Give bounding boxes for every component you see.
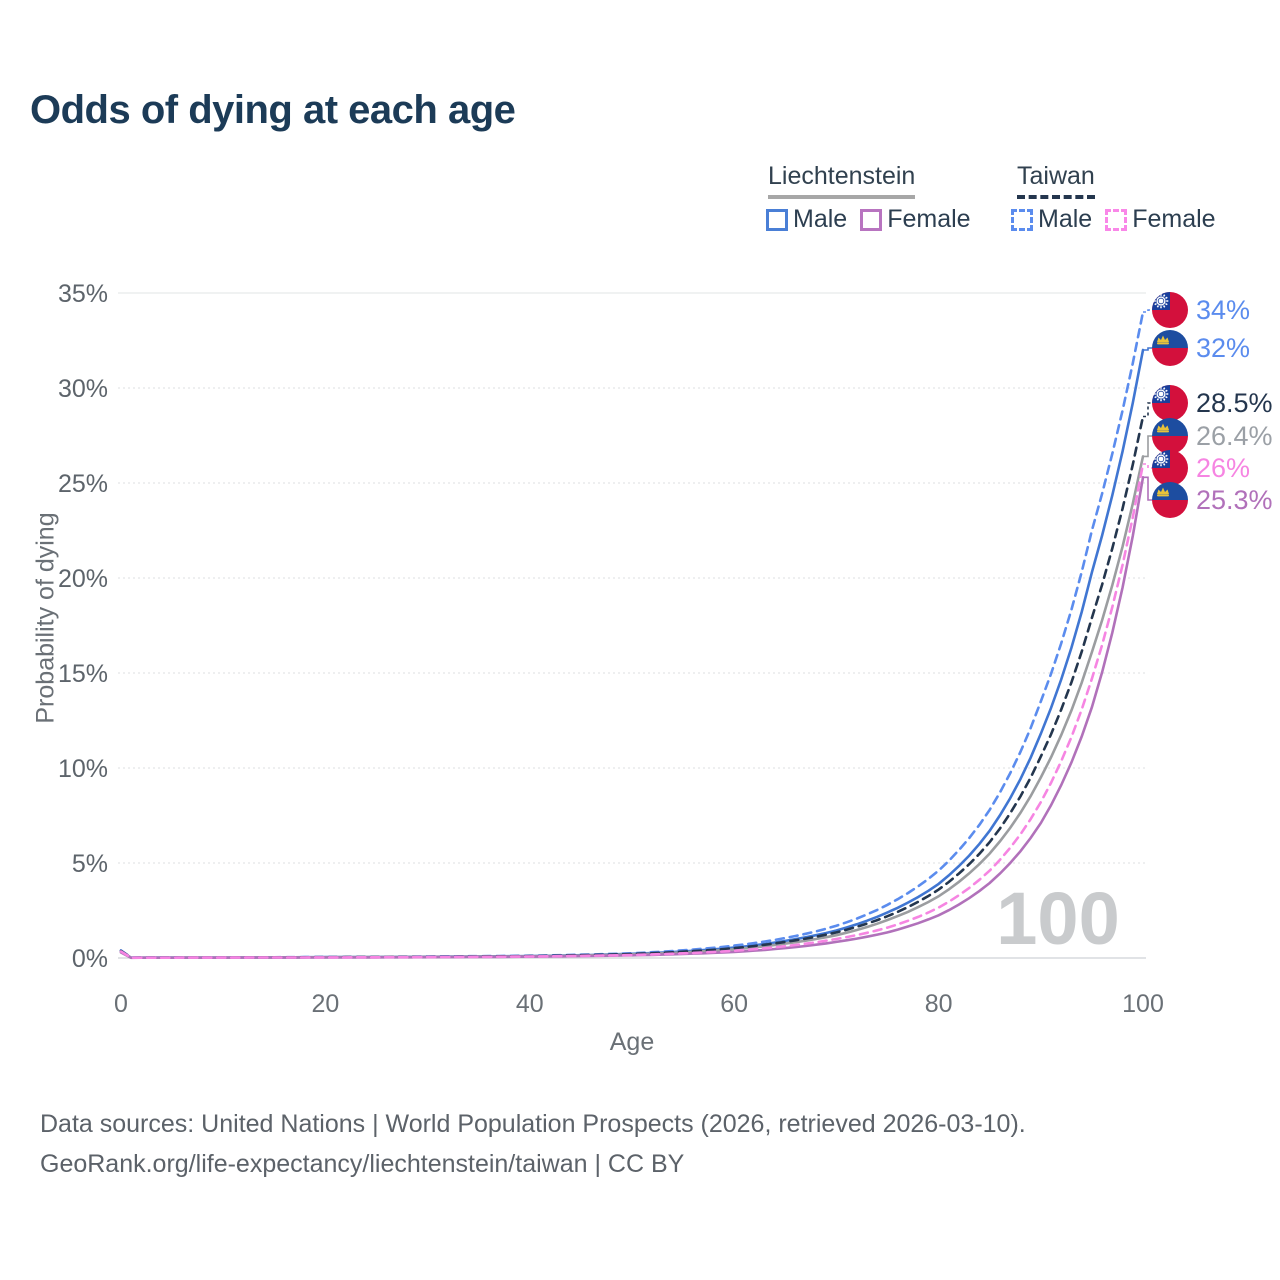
label-leader (1143, 347, 1152, 351)
y-tick-label: 20% (58, 565, 108, 593)
legend-swatch-solid-purple-icon (860, 208, 883, 231)
y-tick-label: 15% (58, 660, 108, 688)
taiwan-flag-icon (1152, 292, 1188, 328)
x-tick-label: 0 (114, 990, 128, 1018)
y-tick-label: 35% (58, 280, 108, 308)
legend-row-taiwan: Male Female (1011, 205, 1216, 234)
x-tick-label: 100 (1122, 990, 1164, 1018)
x-tick-label: 40 (516, 990, 544, 1018)
taiwan-flag-icon (1152, 450, 1188, 486)
legend-swatch-dashed-pink-icon (1105, 208, 1128, 231)
x-axis-title: Age (609, 1028, 655, 1056)
legend-item-liechtenstein-female[interactable]: Female (860, 205, 971, 234)
legend-label: Female (887, 205, 971, 233)
legend-label: Female (1132, 205, 1216, 233)
x-tick-label: 20 (311, 990, 339, 1018)
value-label-text: 32% (1196, 332, 1251, 363)
series-line-taiwan-male[interactable] (119, 310, 1145, 959)
liechtenstein-flag-icon (1152, 330, 1188, 366)
value-label-liechtenstein: 26.4% (1152, 418, 1273, 454)
x-tick-label: 80 (925, 990, 953, 1018)
series-line-taiwan[interactable] (119, 415, 1145, 960)
series-line-liechtenstein-female[interactable] (119, 476, 1145, 960)
legend-group-liechtenstein: Liechtenstein (768, 162, 916, 199)
legend-item-taiwan-male[interactable]: Male (1011, 205, 1092, 234)
value-label-liechtenstein-female: 25.3% (1152, 482, 1273, 518)
footer-sources: Data sources: United Nations | World Pop… (40, 1110, 1026, 1138)
footer-attribution: GeoRank.org/life-expectancy/liechtenstei… (40, 1150, 685, 1178)
legend-swatch-dashed-blue-icon (1011, 208, 1033, 231)
value-label-liechtenstein-male: 32% (1152, 330, 1250, 366)
x-tick-label: 60 (720, 990, 748, 1018)
legend-swatch-solid-blue-icon (766, 208, 788, 231)
legend-item-liechtenstein-male[interactable]: Male (766, 205, 847, 234)
label-leader (1143, 476, 1152, 501)
legend-label: Male (793, 205, 848, 233)
age-watermark: 100 (996, 877, 1120, 960)
legend-label: Male (1038, 205, 1093, 233)
y-tick-label: 0% (72, 945, 108, 973)
liechtenstein-flag-icon (1152, 418, 1188, 454)
legend-title-liechtenstein: Liechtenstein (768, 162, 916, 199)
legend-item-taiwan-female[interactable]: Female (1105, 205, 1216, 234)
value-label-taiwan-female: 26% (1152, 450, 1250, 486)
y-tick-label: 30% (58, 375, 108, 403)
y-tick-label: 10% (58, 755, 108, 783)
value-label-text: 26% (1196, 452, 1251, 483)
value-label-text: 34% (1196, 294, 1251, 325)
taiwan-flag-icon (1152, 385, 1188, 421)
legend-row-liechtenstein: Male Female (766, 205, 971, 234)
label-leader (1143, 309, 1152, 313)
value-label-text: 28.5% (1196, 387, 1273, 418)
label-leader (1143, 435, 1152, 458)
liechtenstein-flag-icon (1152, 482, 1188, 518)
series-line-liechtenstein-male[interactable] (119, 348, 1145, 959)
legend-title-taiwan: Taiwan (1017, 162, 1095, 199)
y-tick-label: 25% (58, 470, 108, 498)
label-leader (1143, 402, 1152, 418)
value-label-taiwan-male: 34% (1152, 292, 1250, 328)
value-label-text: 25.3% (1196, 484, 1273, 515)
value-label-text: 26.4% (1196, 420, 1273, 451)
series-line-taiwan-female[interactable] (119, 462, 1145, 959)
page-title: Odds of dying at each age (30, 88, 516, 132)
label-leader (1143, 463, 1152, 469)
legend-group-taiwan: Taiwan (1017, 162, 1095, 199)
value-label-taiwan: 28.5% (1152, 385, 1273, 421)
y-tick-label: 5% (72, 850, 108, 878)
